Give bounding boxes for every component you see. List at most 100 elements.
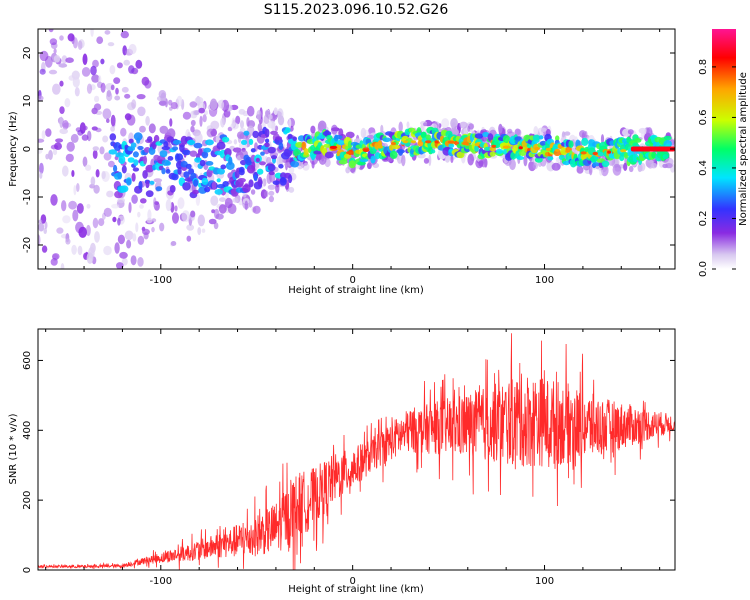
heatmap-cell [50,258,58,266]
heatmap-cell [288,186,295,193]
heatmap-cell [82,53,88,66]
heatmap-cell [551,162,561,171]
heatmap-cell [248,138,254,145]
heatmap-cell [441,118,450,129]
heatmap-cell [169,185,176,193]
heatmap-cell [182,149,191,156]
heatmap-cell [153,134,160,143]
heatmap-cell [170,102,178,110]
heatmap-cell [607,150,612,154]
heatmap-cell [634,138,642,143]
heatmap-cell [562,160,571,166]
heatmap-cell [236,131,245,139]
heatmap-cell [93,184,100,194]
heatmap-cell [202,114,207,123]
heatmap-cell [44,221,48,229]
heatmap-cell [110,125,115,132]
heatmap-cell [76,183,80,192]
colorbar-tick-label: 0.6 [698,109,709,125]
heatmap-cell [263,190,269,198]
heatmap-cell [133,159,139,166]
heatmap-cell [370,155,376,164]
heatmap-cell [132,167,140,172]
heatmap-cell [161,167,166,175]
snr-ytick-label: 400 [22,421,33,440]
heatmap-cell [133,132,143,141]
heatmap-cell [176,95,183,107]
heatmap-cell [238,200,243,206]
heatmap-cell [204,186,211,193]
heatmap-cell [142,170,148,179]
heatmap-cell [192,189,200,195]
heatmap-cell [272,180,280,185]
heatmap-cell [581,137,589,146]
heatmap-cell [50,194,58,206]
heatmap-cell [66,141,75,152]
heatmap-cell [132,151,139,158]
heatmap-cell [292,136,298,142]
heatmap-cell [39,68,46,75]
heatmap-cell [265,138,270,144]
heatmap-cell [467,153,475,166]
heatmap-cell [357,161,366,166]
heatmap-cell [565,149,570,153]
heatmap-cell [71,244,77,255]
heatmap-cell [98,75,102,84]
heatmap-cell [137,106,146,117]
heatmap-cell [59,35,64,41]
heatmap-cell [322,130,332,137]
heatmap-cell [103,152,112,161]
heatmap-cell [222,181,229,188]
heatmap-cell [101,170,106,180]
heatmap-cell [169,118,173,127]
heatmap-cell [136,137,141,144]
heatmap-cell [135,59,143,69]
heatmap-cell [478,160,484,167]
heatmap-cell [161,146,170,151]
heatmap-cell [91,74,100,83]
heatmap-cell [181,210,191,222]
heatmap-cell [252,130,259,139]
heatmap-cell [360,127,367,139]
heatmap-cell [128,65,135,74]
heatmap-cell [638,127,647,134]
heatmap-cell [190,210,196,218]
heatmap-cell [139,204,144,209]
heatmap-cell [128,202,132,214]
heatmap-cell [151,140,157,150]
heatmap-cell [278,142,284,150]
spectrogram-ylabel: Frequency (Hz) [8,111,19,187]
heatmap-cell [564,131,571,136]
heatmap-cell [401,154,406,167]
heatmap-cell [171,146,179,151]
heatmap-cell [389,150,398,159]
heatmap-cell [451,128,459,136]
heatmap-cell [106,91,113,102]
heatmap-cell [59,106,65,114]
heatmap-cell [53,48,57,54]
spectrogram-ytick-label: 0 [22,146,33,152]
heatmap-cell [285,127,291,134]
heatmap-cell [59,80,64,87]
heatmap-cell [197,148,203,156]
heatmap-cell [61,55,68,64]
heatmap-cell [99,146,105,155]
heatmap-cell [295,141,304,148]
heatmap-cell [208,218,217,225]
snr-ytick-label: 600 [22,351,33,370]
heatmap-cell [113,142,122,151]
heatmap-cell [220,117,225,128]
heatmap-cell [65,153,74,163]
heatmap-cell [76,203,84,214]
heatmap-cell [74,87,80,97]
heatmap-cell [201,228,206,233]
heatmap-cell [238,108,246,115]
heatmap-cell [627,129,634,135]
heatmap-cell [77,129,84,136]
heatmap-cell [171,173,179,181]
heatmap-cell [111,203,120,209]
heatmap-cell [411,140,416,144]
heatmap-cell [547,156,554,161]
heatmap-cell [255,157,260,163]
heatmap-cell [267,146,276,154]
